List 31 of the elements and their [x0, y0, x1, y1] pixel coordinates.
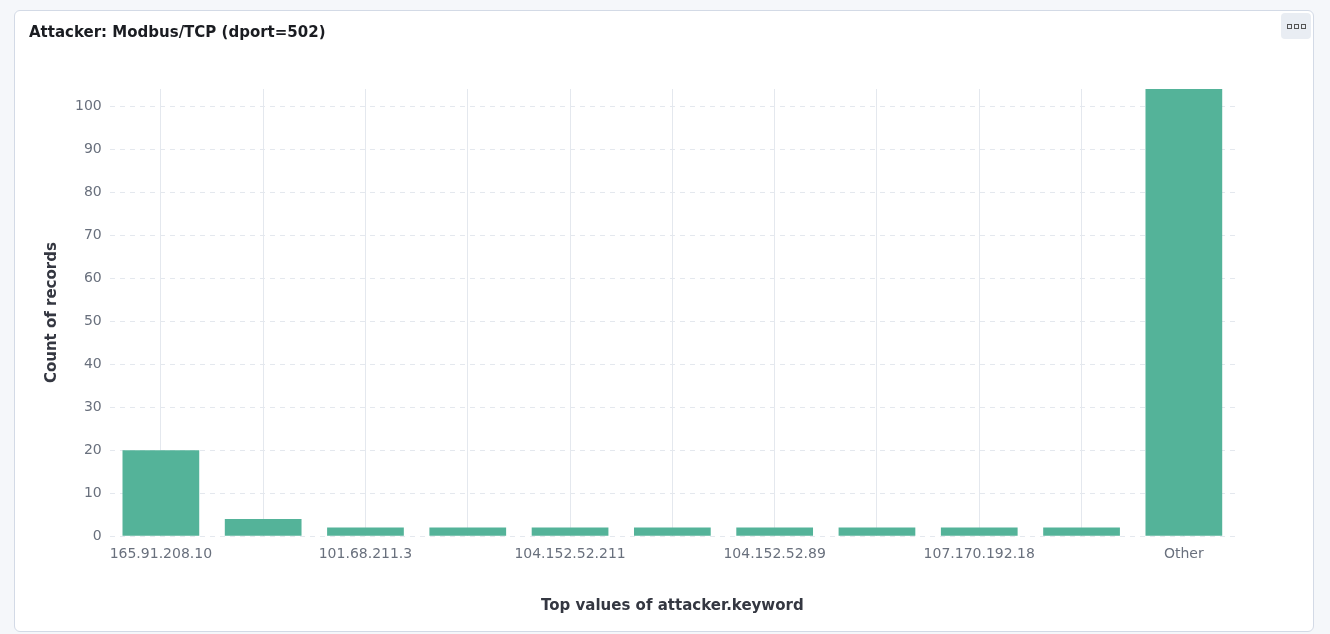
bar: [429, 527, 507, 536]
x-tick-label: Other: [1163, 545, 1204, 562]
x-tick-label: 165.91.208.10: [109, 545, 213, 562]
x-tick-label: 104.152.52.89: [723, 545, 826, 562]
bar: [327, 527, 404, 536]
y-tick-label: 70: [83, 225, 102, 242]
y-tick-label: 0: [92, 526, 102, 543]
x-tick-label: 104.152.52.211: [514, 545, 626, 562]
bar: [1145, 89, 1223, 536]
bar: [1043, 527, 1120, 536]
y-tick-label: 50: [83, 311, 102, 328]
y-tick-label: 40: [83, 354, 102, 371]
y-tick-label: 20: [83, 440, 102, 457]
chart-title: Attacker: Modbus/TCP (dport=502): [29, 23, 326, 41]
x-tick-label: 107.170.192.18: [923, 545, 1035, 562]
y-tick-label: 60: [83, 268, 102, 285]
bar: [122, 450, 200, 536]
bar: [940, 527, 1018, 536]
x-tick-label: 101.68.211.3: [318, 545, 413, 562]
bar: [224, 519, 302, 536]
y-axis-title: Count of records: [41, 242, 60, 384]
y-tick-label: 80: [83, 182, 102, 199]
y-tick-label: 30: [83, 397, 102, 414]
bar: [531, 527, 609, 536]
y-tick-label: 10: [83, 483, 102, 500]
y-tick-label: 90: [83, 139, 102, 156]
bar: [634, 527, 711, 536]
y-tick-label: 100: [74, 96, 102, 113]
bar: [838, 527, 916, 536]
x-axis-title: Top values of attacker.keyword: [541, 595, 804, 614]
bar: [736, 527, 814, 536]
